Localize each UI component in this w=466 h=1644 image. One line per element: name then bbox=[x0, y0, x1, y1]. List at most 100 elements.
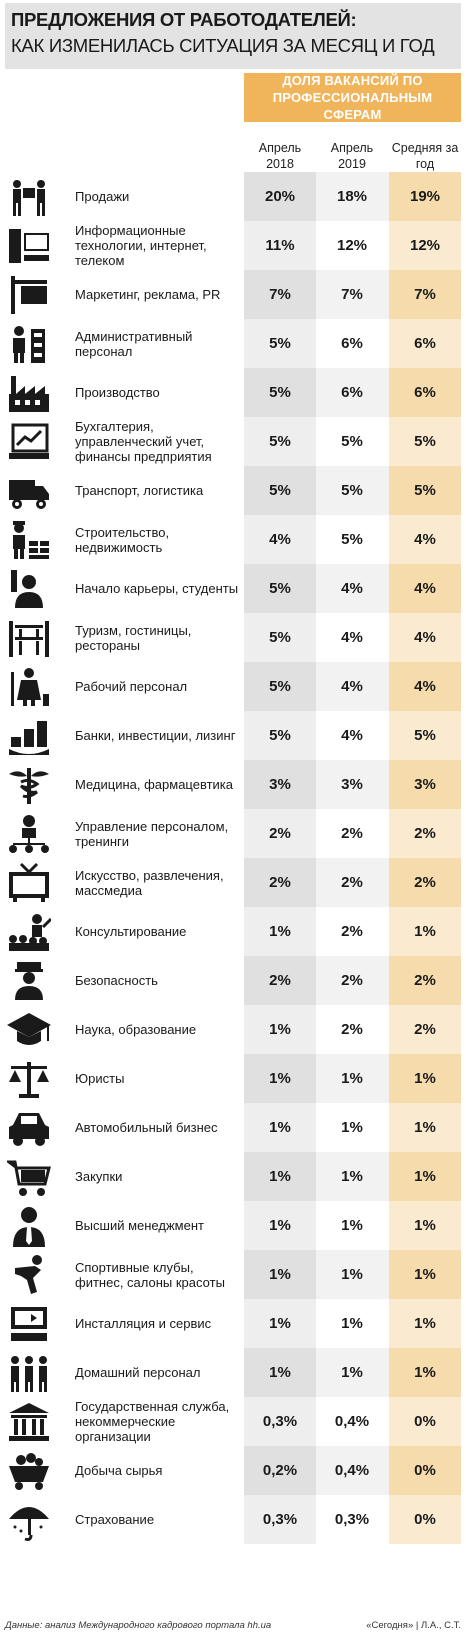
cell-bg-c bbox=[389, 515, 461, 564]
cell-bg-b bbox=[316, 662, 389, 711]
student-icon bbox=[7, 568, 51, 610]
cell-bg-b bbox=[316, 564, 389, 613]
value-year-average: 1% bbox=[414, 1315, 436, 1332]
table-row-accounting-chart: Бухгалтерия, управленческий учет, финанс… bbox=[0, 417, 466, 466]
table-row-cart: Закупки 1% 1% 1% bbox=[0, 1152, 466, 1201]
row-label: Строительство, недвижимость bbox=[75, 524, 170, 555]
guard-icon bbox=[7, 960, 51, 1002]
cell-bg-b bbox=[316, 368, 389, 417]
cell-bg-a bbox=[244, 417, 316, 466]
cell-bg-b bbox=[316, 319, 389, 368]
value-year-average: 1% bbox=[414, 923, 436, 940]
cell-bg-c bbox=[389, 613, 461, 662]
value-year-average: 4% bbox=[414, 629, 436, 646]
value-year-average: 5% bbox=[414, 482, 436, 499]
group-header-label: ДОЛЯ ВАКАНСИЙ ПО ПРОФЕССИОНАЛЬНЫМ СФЕРАМ bbox=[272, 73, 433, 122]
value-april-2018: 1% bbox=[269, 1168, 291, 1185]
source-note: Данные: анализ Международного кадрового … bbox=[5, 1620, 272, 1631]
value-april-2018: 5% bbox=[269, 335, 291, 352]
value-year-average: 0% bbox=[414, 1413, 436, 1430]
page-title: ПРЕДЛОЖЕНИЯ ОТ РАБОТОДАТЕЛЕЙ: bbox=[11, 9, 357, 30]
row-label: Безопасность bbox=[75, 973, 158, 988]
value-year-average: 0% bbox=[414, 1511, 436, 1528]
credit-note: «Сегодня» | Л.А., С.Т. bbox=[366, 1620, 461, 1631]
cell-bg-b bbox=[316, 1495, 389, 1544]
value-april-2018: 1% bbox=[269, 1217, 291, 1234]
cell-bg-b bbox=[316, 1250, 389, 1299]
cell-bg-c bbox=[389, 270, 461, 319]
presentation-icon bbox=[7, 911, 51, 953]
table-row-manager: Высший менеджмент 1% 1% 1% bbox=[0, 1201, 466, 1250]
page-subtitle: КАК ИЗМЕНИЛАСЬ СИТУАЦИЯ ЗА МЕСЯЦ И ГОД bbox=[11, 35, 435, 56]
cell-bg-a bbox=[244, 1495, 316, 1544]
value-year-average: 7% bbox=[414, 286, 436, 303]
value-april-2019: 12% bbox=[336, 237, 368, 254]
table-row-student: Начало карьеры, студенты 5% 4% 4% bbox=[0, 564, 466, 613]
cell-bg-b bbox=[316, 1005, 389, 1054]
scales-icon bbox=[7, 1058, 51, 1100]
value-year-average: 1% bbox=[414, 1070, 436, 1087]
table-row-factory: Производство 5% 6% 6% bbox=[0, 368, 466, 417]
row-label: Инсталляция и сервис bbox=[75, 1316, 212, 1331]
coins-icon bbox=[7, 715, 51, 757]
value-year-average: 4% bbox=[414, 678, 436, 695]
row-label: Маркетинг, реклама, PR bbox=[75, 287, 221, 302]
cell-bg-b bbox=[316, 1446, 389, 1495]
value-april-2018: 5% bbox=[269, 384, 291, 401]
value-april-2019: 2% bbox=[341, 874, 363, 891]
row-label: Страхование bbox=[75, 1512, 155, 1527]
row-label: Консультирование bbox=[75, 924, 187, 939]
cell-bg-c bbox=[389, 172, 461, 221]
cell-bg-c bbox=[389, 1005, 461, 1054]
value-year-average: 5% bbox=[414, 727, 436, 744]
value-year-average: 12% bbox=[409, 237, 441, 254]
cell-bg-a bbox=[244, 760, 316, 809]
row-label: Производство bbox=[75, 385, 160, 400]
cell-bg-c bbox=[389, 466, 461, 515]
row-label: Спортивные клубы, фитнес, салоны красоты bbox=[75, 1259, 225, 1290]
row-label: Добыча сырья bbox=[75, 1463, 163, 1478]
table-row-worker: Рабочий персонал 5% 4% 4% bbox=[0, 662, 466, 711]
cell-bg-b bbox=[316, 1397, 389, 1446]
cell-bg-a bbox=[244, 1054, 316, 1103]
value-april-2019: 4% bbox=[341, 629, 363, 646]
cell-bg-a bbox=[244, 1299, 316, 1348]
value-april-2019: 7% bbox=[341, 286, 363, 303]
cell-bg-c bbox=[389, 564, 461, 613]
cell-bg-a bbox=[244, 1250, 316, 1299]
cell-bg-b bbox=[316, 1201, 389, 1250]
cell-bg-b bbox=[316, 1152, 389, 1201]
row-label: Высший менеджмент bbox=[75, 1218, 204, 1233]
value-year-average: 2% bbox=[414, 874, 436, 891]
value-april-2018: 11% bbox=[265, 237, 295, 254]
signboard-icon bbox=[7, 274, 51, 316]
cell-bg-c bbox=[389, 858, 461, 907]
cell-bg-a bbox=[244, 515, 316, 564]
graduation-cap-icon bbox=[7, 1009, 51, 1051]
caduceus-icon bbox=[7, 764, 51, 806]
cell-bg-c bbox=[389, 1103, 461, 1152]
value-april-2019: 5% bbox=[341, 433, 363, 450]
table-row-coins: Банки, инвестиции, лизинг 5% 4% 5% bbox=[0, 711, 466, 760]
value-april-2019: 0,4% bbox=[334, 1413, 370, 1430]
cell-bg-a bbox=[244, 368, 316, 417]
row-label: Автомобильный бизнес bbox=[75, 1120, 218, 1135]
cell-bg-c bbox=[389, 711, 461, 760]
value-april-2018: 2% bbox=[269, 825, 291, 842]
cell-bg-b bbox=[316, 711, 389, 760]
truck-icon bbox=[7, 470, 51, 512]
builder-icon bbox=[7, 519, 51, 561]
cell-bg-c bbox=[389, 368, 461, 417]
cell-bg-c bbox=[389, 760, 461, 809]
value-year-average: 0% bbox=[414, 1462, 436, 1479]
value-year-average: 5% bbox=[414, 433, 436, 450]
cell-bg-c bbox=[389, 1152, 461, 1201]
computer-icon bbox=[7, 225, 51, 267]
value-april-2018: 0,3% bbox=[262, 1413, 298, 1430]
cell-bg-b bbox=[316, 858, 389, 907]
value-april-2019: 1% bbox=[341, 1217, 363, 1234]
value-april-2018: 7% bbox=[269, 286, 291, 303]
value-april-2018: 1% bbox=[269, 1266, 291, 1283]
table-row-builder: Строительство, недвижимость 4% 5% 4% bbox=[0, 515, 466, 564]
value-year-average: 1% bbox=[414, 1168, 436, 1185]
